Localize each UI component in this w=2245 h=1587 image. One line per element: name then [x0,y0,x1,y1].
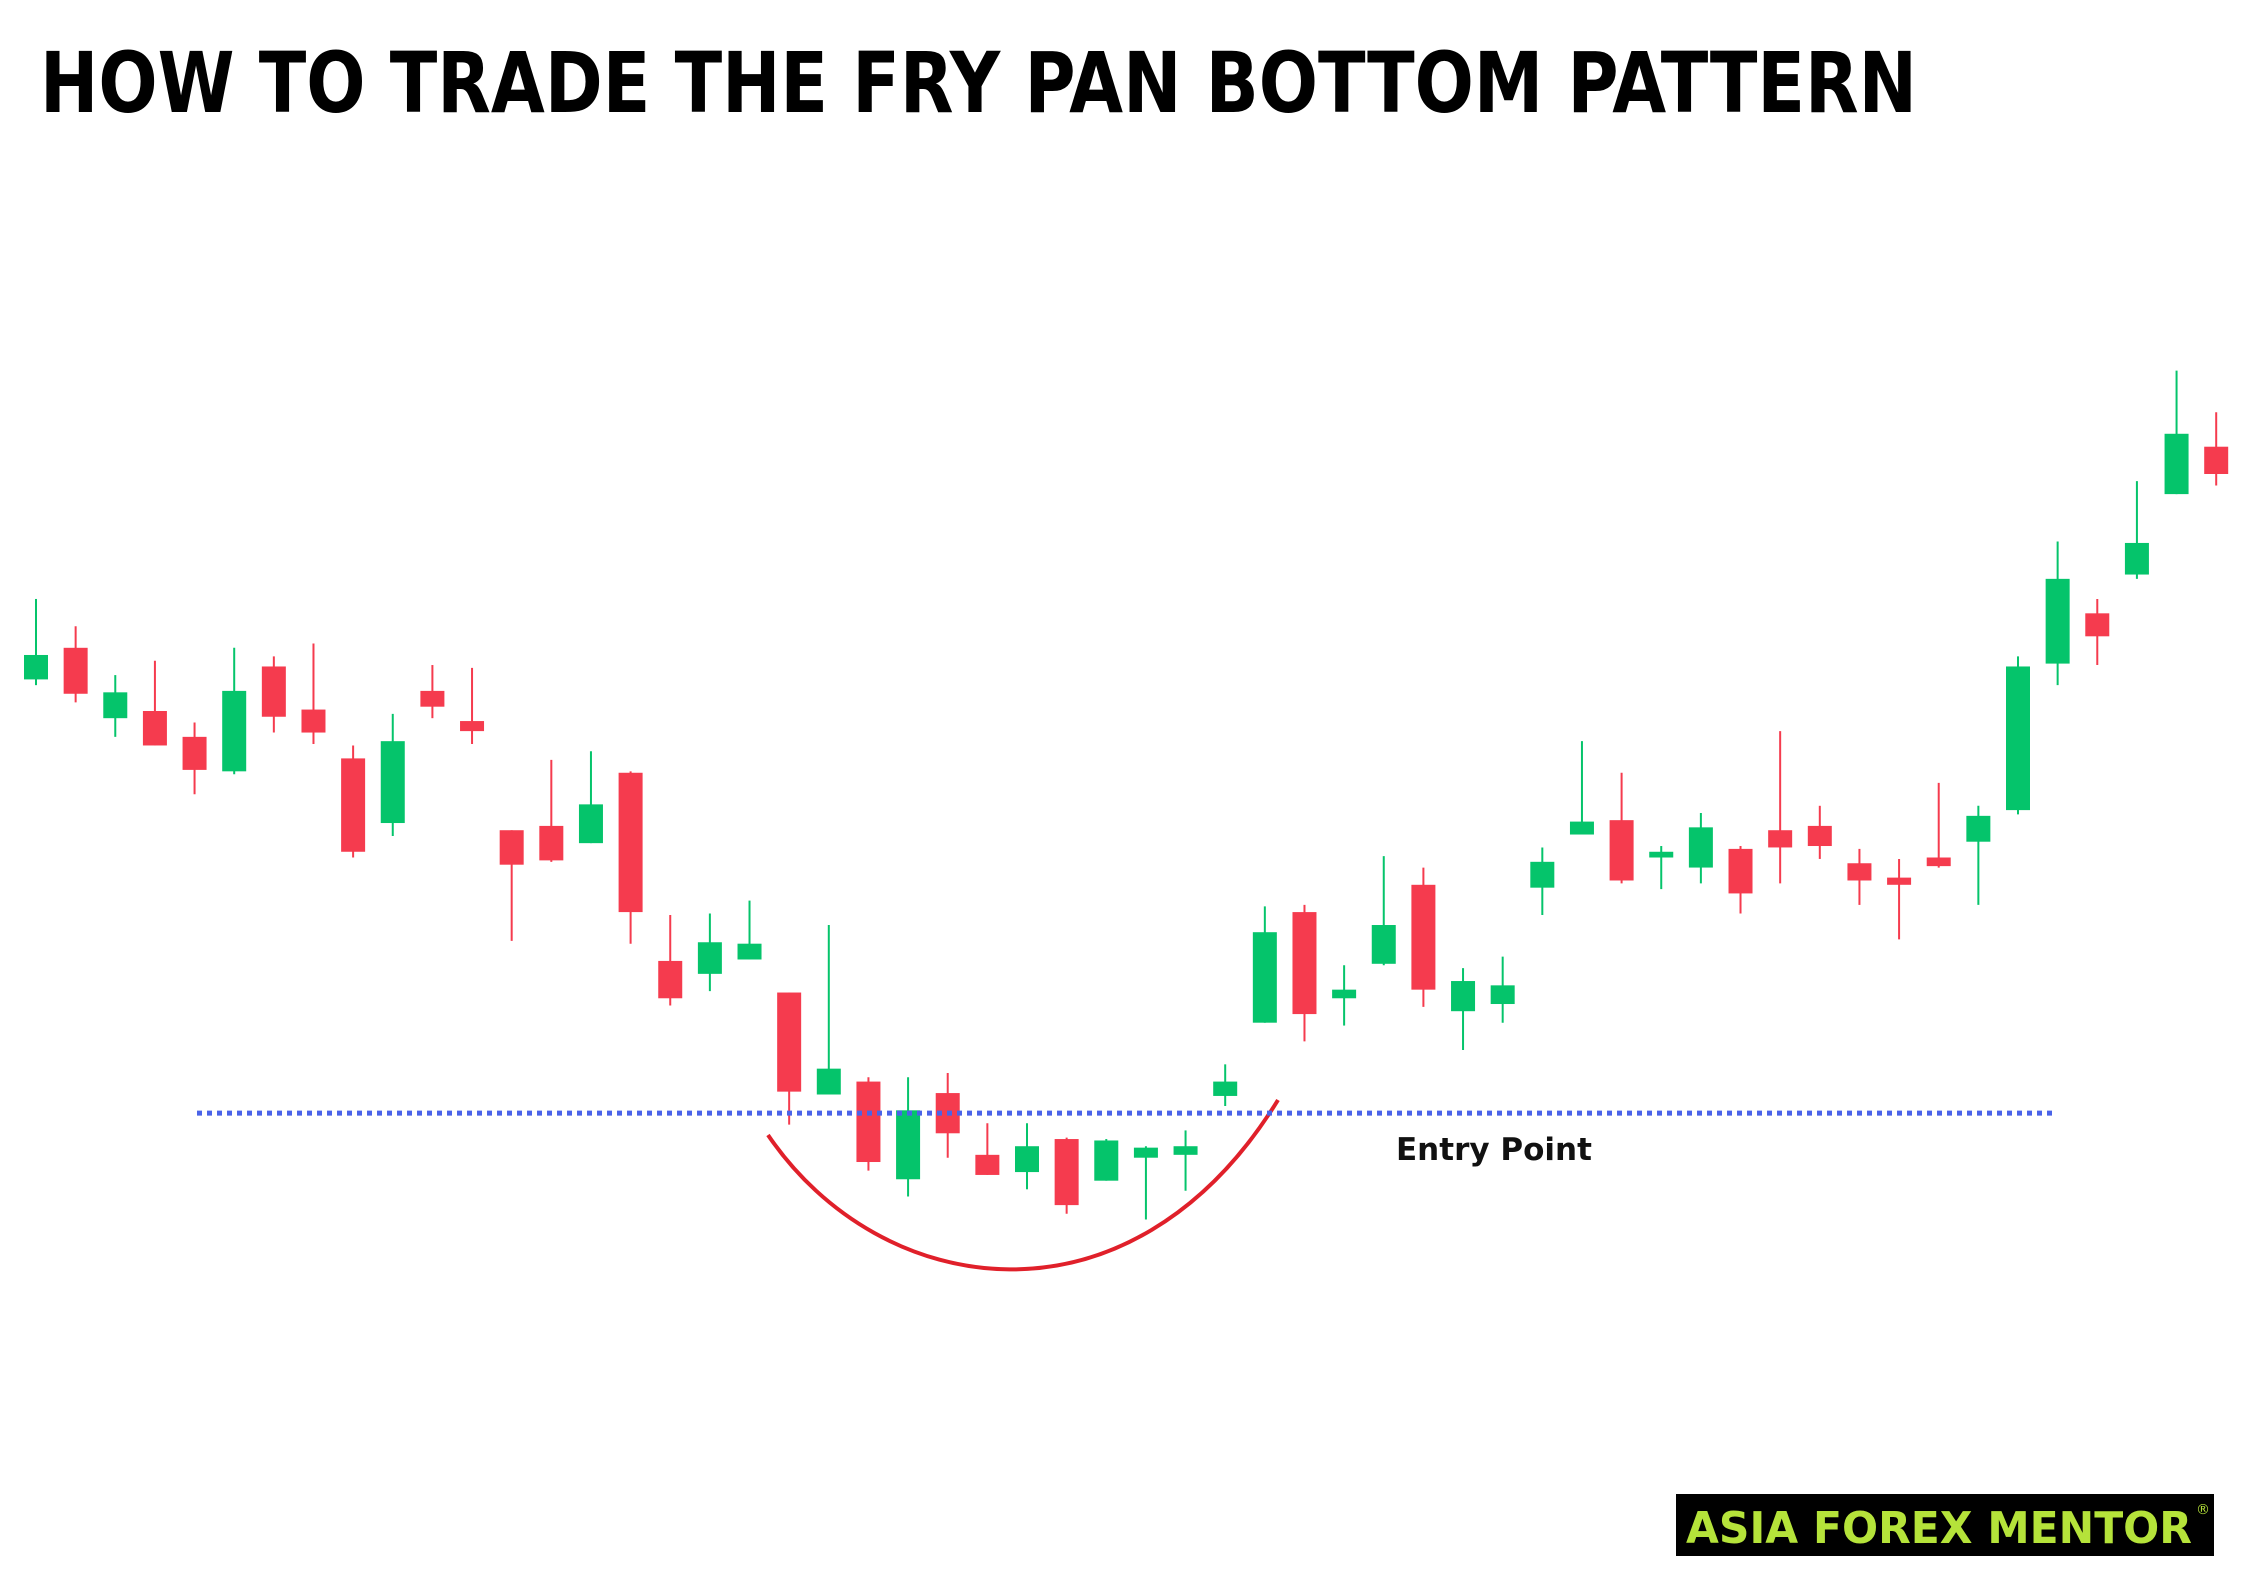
candle-body [1213,1081,1238,1096]
candle-body [975,1154,1000,1175]
candle-body [1966,815,1991,842]
candle-body [1847,863,1872,881]
candle-body [301,709,326,733]
candle-body [24,654,48,680]
candle-body [222,690,247,772]
candle-body [1094,1140,1119,1181]
candle-body [1688,827,1713,868]
candle-body [618,772,643,913]
candle-body [1054,1139,1079,1206]
chart-title: HOW TO TRADE THE FRY PAN BOTTOM PATTERN [40,34,1917,132]
candle-body [896,1110,921,1180]
logo-mark: ® [2196,1502,2210,1518]
candles [24,370,2229,1220]
candle-body [1926,857,1951,867]
candle-body [2085,613,2110,637]
candle-body [1015,1146,1039,1173]
candle-body [1451,981,1476,1012]
candle-body [460,721,485,732]
candle-body [182,736,207,770]
candle-body [1768,830,1793,848]
candle-body [658,960,683,999]
candle-body [420,690,445,707]
candle-body [1530,861,1555,888]
candle-body [1887,877,1912,885]
candle-body [1371,925,1396,964]
candle-body [2164,433,2189,495]
candle-body [2045,578,2070,664]
candle-body [499,830,524,865]
entry-label: Entry Point [1396,1132,1592,1168]
logo-text: ASIA FOREX MENTOR [1686,1503,2192,1554]
candle-body [1411,884,1436,990]
candle-body [1807,825,1832,847]
candle-body [1609,820,1634,881]
candle-body [2204,446,2229,474]
candle-body [1649,851,1674,858]
candle-body [142,711,167,746]
candle-body [1252,932,1277,1023]
candle-body [1728,848,1753,894]
candle-body [1332,989,1357,999]
candle-body [856,1081,881,1163]
candle-body [380,741,405,824]
candle-body [737,943,762,960]
logo-box [1676,1494,2214,1556]
candle-body [261,666,286,717]
candle-body [697,942,722,974]
candle-body [1173,1146,1198,1155]
candle-body [2124,542,2149,575]
pattern-curve [766,1098,1280,1272]
candle-body [1133,1147,1158,1158]
candle-body [2006,666,2030,811]
candle-body [103,692,128,719]
candle-body [1292,912,1317,1015]
candle-body [816,1068,841,1095]
candle-body [777,992,802,1092]
candle-body [578,804,603,844]
candle-body [1490,985,1515,1005]
candle-body [341,758,366,852]
candle-body [63,647,88,694]
candle-body [1569,821,1594,835]
candle-body [539,825,564,861]
